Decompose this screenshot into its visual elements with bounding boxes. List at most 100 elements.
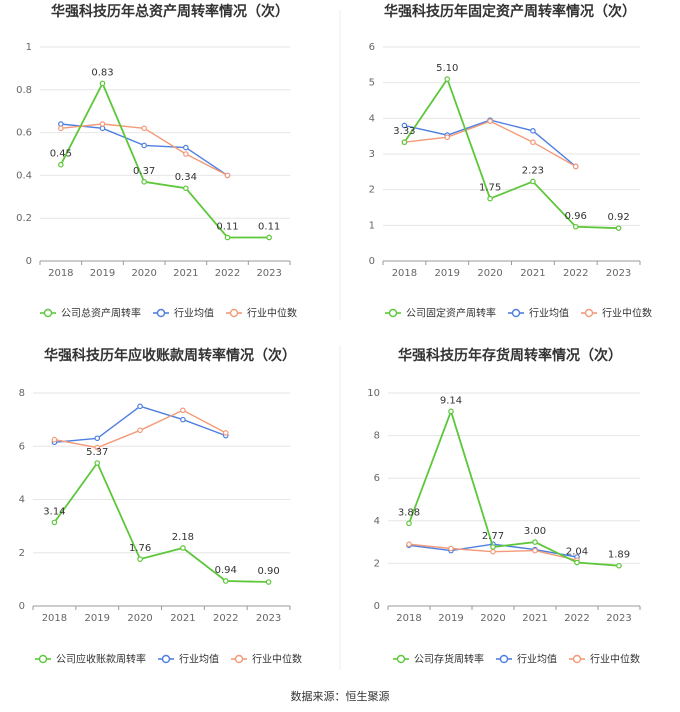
data-label: 0.37 <box>133 166 155 177</box>
y-tick-label: 0 <box>26 256 32 267</box>
data-point-industry_median <box>222 430 229 436</box>
series-line-industry_avg <box>404 119 577 168</box>
data-point-industry_median <box>530 139 536 146</box>
data-label: 0.94 <box>215 565 237 576</box>
data-point-industry_median <box>137 427 143 434</box>
data-label: 3.33 <box>393 126 415 137</box>
chart-2: 华强科技历年固定资产周转率情况（次） 0 1 2 3 4 5 6 2018 2019 2020 202… <box>369 3 652 320</box>
y-tick-label: 8 <box>19 388 25 399</box>
y-tick-label: 4 <box>19 495 25 506</box>
data-label: 2.04 <box>566 547 588 558</box>
x-tick-label: 2021 <box>520 268 545 279</box>
data-point-company <box>532 539 538 545</box>
legend-entry: 行业中位数 <box>247 307 297 320</box>
legend-entry: 公司应收账款周转率 <box>56 653 146 666</box>
x-tick-label: 2019 <box>435 268 460 279</box>
x-tick-label: 2022 <box>213 613 238 624</box>
data-point-company <box>572 223 579 230</box>
data-point-industry_median <box>183 151 189 157</box>
data-point-industry_median <box>58 125 64 132</box>
data-label: 1.89 <box>608 550 630 561</box>
data-point-company <box>448 408 454 415</box>
legend-swatch-marker <box>229 308 239 318</box>
x-tick-label: 2022 <box>564 613 589 624</box>
legend-swatch-marker <box>388 308 398 318</box>
y-tick-label: 4 <box>369 113 375 124</box>
legend-swatch-marker <box>584 308 594 318</box>
x-tick-label: 2023 <box>256 268 281 279</box>
y-tick-label: 6 <box>369 42 375 53</box>
chart-4: 华强科技历年存货周转率情况（次） 0 2 4 6 8 10 2018 2019 2020 2021 2… <box>367 347 641 666</box>
legend-entry: 行业均值 <box>517 653 557 666</box>
data-label: 0.96 <box>565 211 587 222</box>
data-point-industry_median <box>141 125 147 132</box>
data-point-company <box>51 519 58 526</box>
legend-swatch-marker <box>499 654 509 664</box>
x-tick-label: 2020 <box>477 268 502 279</box>
data-label: 5.10 <box>436 63 458 74</box>
data-point-industry_median <box>180 407 186 414</box>
data-label: 9.14 <box>440 395 462 406</box>
data-label: 0.45 <box>50 149 72 160</box>
y-tick-label: 1 <box>26 42 32 53</box>
y-tick-label: 2 <box>369 185 375 196</box>
data-label: 0.90 <box>257 566 279 577</box>
x-tick-label: 2023 <box>256 613 281 624</box>
data-point-company <box>530 178 536 185</box>
data-point-company <box>58 161 64 168</box>
data-point-industry_median <box>51 436 58 443</box>
data-point-company <box>401 139 408 146</box>
x-tick-label: 2021 <box>522 613 547 624</box>
data-point-industry_median <box>448 545 454 552</box>
legend-entry: 公司总资产周转率 <box>61 307 141 320</box>
data-point-company <box>574 559 580 566</box>
x-tick-label: 2023 <box>606 613 631 624</box>
y-tick-label: 5 <box>369 78 375 89</box>
y-tick-label: 0.8 <box>16 85 32 96</box>
data-point-company <box>94 460 101 466</box>
legend-swatch-marker <box>396 654 406 664</box>
data-point-industry_avg <box>137 403 143 410</box>
x-tick-label: 2021 <box>170 613 195 624</box>
data-label: 3.00 <box>524 526 546 537</box>
data-point-industry_median <box>487 118 493 124</box>
data-point-industry_median <box>532 547 538 554</box>
x-tick-label: 2019 <box>90 268 115 279</box>
data-label: 0.92 <box>607 212 629 223</box>
data-point-company <box>222 578 229 584</box>
data-label: 3.14 <box>43 506 65 517</box>
y-tick-label: 0 <box>374 601 380 612</box>
chart-title: 华强科技历年总资产周转率情况（次） <box>51 3 289 20</box>
x-tick-label: 2022 <box>563 268 588 279</box>
y-tick-label: 0.4 <box>16 170 32 181</box>
legend-swatch-marker <box>572 654 582 664</box>
data-label: 3.88 <box>398 507 420 518</box>
data-point-company <box>137 556 143 562</box>
data-point-company <box>444 76 451 82</box>
chart-3: 华强科技历年应收账款周转率情况（次） 0 2 4 6 8 2018 2019 2020 2021 2… <box>19 347 302 666</box>
data-label: 0.11 <box>258 221 280 232</box>
data-point-industry_avg <box>94 435 101 442</box>
data-label: 2.18 <box>172 532 194 543</box>
series-line-company <box>53 461 269 583</box>
data-point-industry_avg <box>530 128 536 134</box>
legend-entry: 行业中位数 <box>602 307 652 320</box>
legend-swatch-marker <box>234 654 244 664</box>
series-line-company <box>408 408 620 567</box>
series-line-industry_avg <box>54 405 227 443</box>
legend-swatch-marker <box>161 654 171 664</box>
legend-entry: 公司存货周转率 <box>414 653 484 666</box>
x-tick-label: 2022 <box>215 268 240 279</box>
chart-title: 华强科技历年固定资产周转率情况（次） <box>384 3 636 20</box>
data-point-industry_median <box>99 121 106 127</box>
x-tick-label: 2021 <box>173 268 198 279</box>
series-line-company <box>403 77 619 230</box>
legend-swatch-marker <box>156 308 166 318</box>
y-tick-label: 0 <box>19 601 25 612</box>
data-label: 1.75 <box>479 183 501 194</box>
x-tick-label: 2018 <box>396 613 421 624</box>
data-point-company <box>224 234 231 241</box>
legend-entry: 行业中位数 <box>590 653 640 666</box>
data-point-company <box>616 562 622 569</box>
